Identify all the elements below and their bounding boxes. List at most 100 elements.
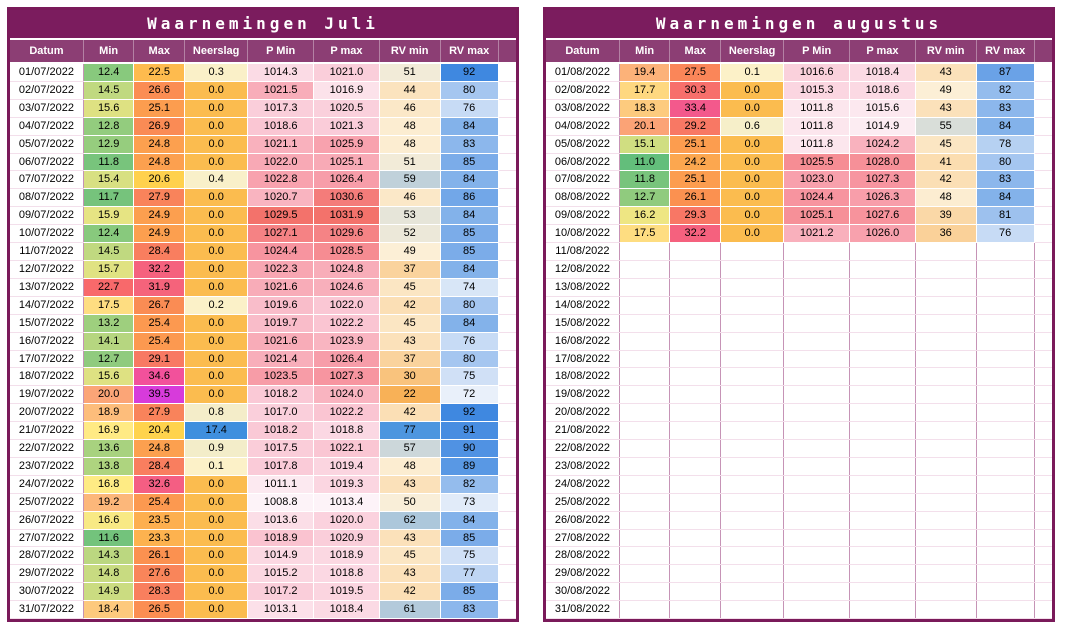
cell-spacer[interactable] — [1034, 206, 1052, 226]
cell-rvmax[interactable]: 84 — [440, 511, 499, 530]
cell-pmax[interactable]: 1030.6 — [313, 188, 380, 208]
cell-max[interactable]: 32.2 — [669, 224, 722, 244]
cell-rvmin[interactable]: 45 — [379, 314, 441, 333]
cell-pmax[interactable]: 1018.4 — [849, 63, 916, 82]
cell-spacer[interactable] — [1034, 350, 1052, 369]
column-header-datum[interactable]: Datum — [10, 40, 84, 64]
cell-spacer[interactable] — [1034, 546, 1052, 566]
cell-datum[interactable]: 20/08/2022 — [546, 403, 620, 423]
cell-max[interactable]: 39.5 — [133, 385, 186, 405]
cell-max[interactable]: 24.2 — [669, 153, 722, 172]
cell-max[interactable]: 29.1 — [133, 350, 186, 369]
cell-rvmax[interactable]: 75 — [440, 367, 499, 387]
cell-rvmin[interactable] — [915, 493, 977, 512]
cell-rvmax[interactable]: 86 — [440, 188, 499, 208]
cell-neerslag[interactable]: 0.0 — [720, 135, 785, 154]
cell-neerslag[interactable]: 0.0 — [184, 582, 249, 602]
cell-neerslag[interactable] — [720, 582, 785, 602]
cell-pmax[interactable]: 1013.4 — [313, 493, 380, 512]
cell-neerslag[interactable] — [720, 493, 785, 512]
cell-rvmax[interactable]: 76 — [976, 224, 1035, 244]
cell-rvmax[interactable]: 85 — [440, 242, 499, 261]
cell-max[interactable] — [669, 278, 722, 297]
cell-rvmax[interactable] — [976, 242, 1035, 261]
cell-neerslag[interactable] — [720, 511, 785, 530]
cell-pmin[interactable]: 1021.2 — [783, 224, 851, 244]
cell-rvmin[interactable] — [915, 564, 977, 584]
cell-datum[interactable]: 01/07/2022 — [10, 63, 84, 82]
cell-rvmax[interactable] — [976, 439, 1035, 458]
cell-rvmax[interactable] — [976, 546, 1035, 566]
cell-rvmax[interactable]: 92 — [440, 403, 499, 423]
cell-pmin[interactable]: 1027.1 — [247, 224, 315, 244]
cell-datum[interactable]: 03/08/2022 — [546, 99, 620, 118]
cell-pmin[interactable] — [783, 332, 851, 351]
cell-neerslag[interactable]: 0.0 — [184, 81, 249, 100]
cell-max[interactable] — [669, 529, 722, 548]
cell-spacer[interactable] — [1034, 63, 1052, 82]
cell-spacer[interactable] — [1034, 278, 1052, 297]
cell-spacer[interactable] — [1034, 511, 1052, 530]
cell-min[interactable]: 11.8 — [83, 153, 135, 172]
cell-pmax[interactable]: 1028.5 — [313, 242, 380, 261]
cell-rvmax[interactable]: 84 — [440, 206, 499, 226]
cell-datum[interactable]: 15/07/2022 — [10, 314, 84, 333]
cell-max[interactable] — [669, 564, 722, 584]
cell-rvmin[interactable]: 43 — [915, 63, 977, 82]
cell-pmin[interactable]: 1008.8 — [247, 493, 315, 512]
cell-rvmax[interactable]: 77 — [440, 564, 499, 584]
cell-min[interactable]: 14.1 — [83, 332, 135, 351]
cell-pmax[interactable]: 1020.0 — [313, 511, 380, 530]
cell-pmax[interactable]: 1019.3 — [313, 475, 380, 494]
cell-rvmin[interactable] — [915, 600, 977, 620]
cell-min[interactable]: 12.7 — [83, 350, 135, 369]
column-header-pmax[interactable]: P max — [313, 40, 380, 64]
cell-pmax[interactable] — [849, 278, 916, 297]
cell-pmin[interactable] — [783, 529, 851, 548]
cell-max[interactable]: 25.1 — [669, 135, 722, 154]
cell-spacer[interactable] — [498, 421, 516, 441]
cell-max[interactable] — [669, 350, 722, 369]
cell-rvmax[interactable]: 72 — [440, 385, 499, 405]
cell-neerslag[interactable] — [720, 278, 785, 297]
cell-datum[interactable]: 05/07/2022 — [10, 135, 84, 154]
cell-pmax[interactable]: 1024.6 — [313, 278, 380, 297]
cell-rvmin[interactable]: 36 — [915, 224, 977, 244]
cell-pmin[interactable]: 1021.4 — [247, 350, 315, 369]
cell-datum[interactable]: 27/08/2022 — [546, 529, 620, 548]
cell-rvmin[interactable]: 50 — [379, 493, 441, 512]
cell-pmax[interactable]: 1023.9 — [313, 332, 380, 351]
cell-pmin[interactable]: 1019.7 — [247, 314, 315, 333]
cell-spacer[interactable] — [1034, 475, 1052, 494]
cell-pmax[interactable] — [849, 439, 916, 458]
cell-neerslag[interactable] — [720, 421, 785, 441]
cell-spacer[interactable] — [498, 332, 516, 351]
cell-pmax[interactable]: 1026.4 — [313, 170, 380, 190]
cell-datum[interactable]: 20/07/2022 — [10, 403, 84, 423]
cell-neerslag[interactable]: 0.0 — [720, 224, 785, 244]
cell-max[interactable]: 24.8 — [133, 135, 186, 154]
cell-rvmin[interactable]: 45 — [915, 135, 977, 154]
cell-datum[interactable]: 25/07/2022 — [10, 493, 84, 512]
cell-pmax[interactable]: 1026.4 — [313, 350, 380, 369]
cell-pmin[interactable] — [783, 439, 851, 458]
cell-min[interactable]: 12.7 — [619, 188, 671, 208]
cell-min[interactable]: 13.2 — [83, 314, 135, 333]
cell-max[interactable]: 34.6 — [133, 367, 186, 387]
cell-rvmax[interactable] — [976, 385, 1035, 405]
cell-datum[interactable]: 13/07/2022 — [10, 278, 84, 297]
cell-pmax[interactable] — [849, 403, 916, 423]
cell-spacer[interactable] — [1034, 260, 1052, 279]
cell-rvmax[interactable]: 80 — [440, 81, 499, 100]
cell-pmax[interactable] — [849, 242, 916, 261]
cell-datum[interactable]: 08/08/2022 — [546, 188, 620, 208]
cell-pmin[interactable]: 1011.8 — [783, 117, 851, 136]
cell-datum[interactable]: 11/07/2022 — [10, 242, 84, 261]
column-header-spacer[interactable] — [1034, 40, 1052, 64]
cell-neerslag[interactable]: 0.0 — [184, 350, 249, 369]
cell-neerslag[interactable]: 0.0 — [184, 367, 249, 387]
cell-rvmin[interactable]: 39 — [915, 206, 977, 226]
cell-rvmax[interactable]: 78 — [976, 135, 1035, 154]
cell-min[interactable] — [619, 564, 671, 584]
cell-datum[interactable]: 23/07/2022 — [10, 457, 84, 476]
